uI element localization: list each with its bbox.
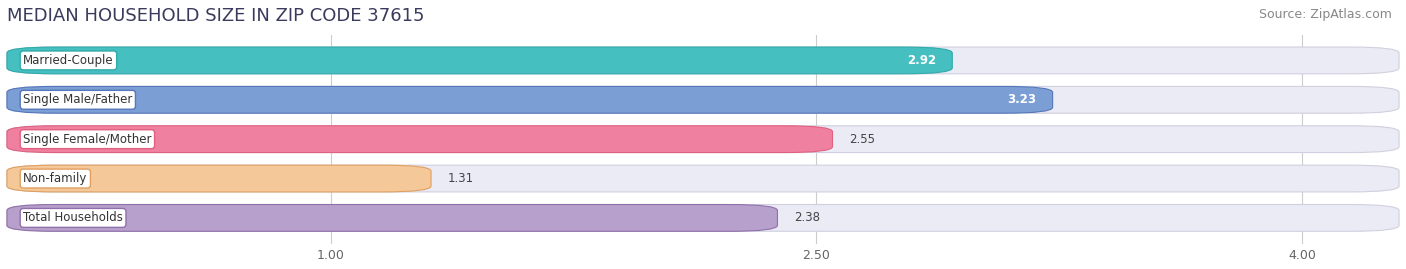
Text: Married-Couple: Married-Couple [22, 54, 114, 67]
Text: 2.55: 2.55 [849, 133, 875, 146]
FancyBboxPatch shape [7, 126, 832, 153]
Text: Single Female/Mother: Single Female/Mother [22, 133, 152, 146]
Text: MEDIAN HOUSEHOLD SIZE IN ZIP CODE 37615: MEDIAN HOUSEHOLD SIZE IN ZIP CODE 37615 [7, 7, 425, 25]
Text: Single Male/Father: Single Male/Father [22, 93, 132, 106]
FancyBboxPatch shape [7, 86, 1399, 113]
FancyBboxPatch shape [7, 165, 432, 192]
FancyBboxPatch shape [7, 126, 1399, 153]
FancyBboxPatch shape [7, 47, 1399, 74]
FancyBboxPatch shape [7, 204, 1399, 231]
Text: 2.38: 2.38 [793, 211, 820, 224]
Text: Total Households: Total Households [22, 211, 122, 224]
FancyBboxPatch shape [7, 204, 778, 231]
FancyBboxPatch shape [7, 47, 952, 74]
FancyBboxPatch shape [7, 165, 1399, 192]
FancyBboxPatch shape [7, 86, 1053, 113]
Text: Source: ZipAtlas.com: Source: ZipAtlas.com [1258, 8, 1392, 21]
Text: 2.92: 2.92 [907, 54, 936, 67]
Text: 1.31: 1.31 [447, 172, 474, 185]
Text: 3.23: 3.23 [1008, 93, 1036, 106]
Text: Non-family: Non-family [22, 172, 87, 185]
